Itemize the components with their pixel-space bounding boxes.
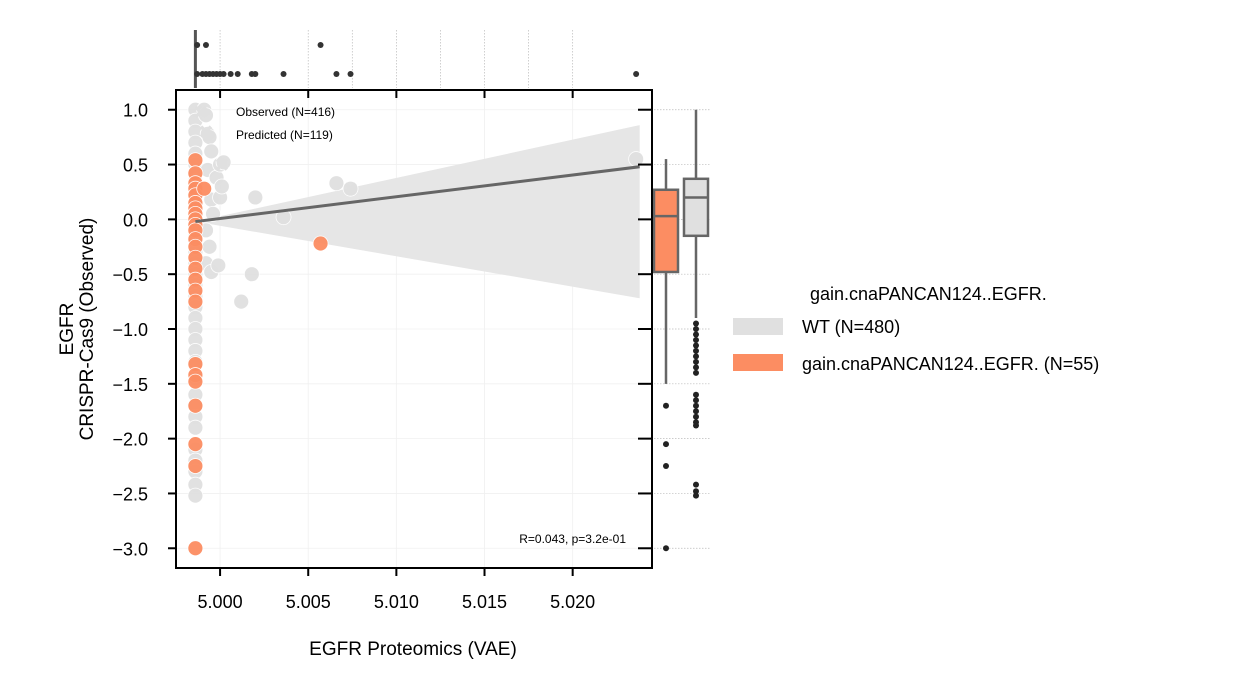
scatter-point-wt <box>328 175 345 192</box>
annotation-stats: R=0.043, p=3.2e-01 <box>519 532 626 546</box>
x-tick-label: 5.015 <box>462 592 507 612</box>
scatter-point-gain <box>187 293 204 310</box>
y-axis-label-line1: EGFR <box>57 303 78 356</box>
y-tick-label: −1.0 <box>112 320 148 340</box>
box-outlier <box>693 492 699 499</box>
box-outlier <box>693 408 699 415</box>
scatter-point-wt <box>233 293 250 310</box>
legend-label-wt: WT (N=480) <box>802 317 900 337</box>
scatter-point-wt <box>203 143 220 160</box>
top-marginal-outlier <box>280 71 287 77</box>
predicted-marker <box>199 125 213 138</box>
scatter-point-gain <box>187 458 204 474</box>
box-outlier <box>663 402 669 409</box>
box-outlier <box>693 481 699 488</box>
scatter-point-wt <box>210 257 227 274</box>
box-outlier <box>693 488 699 495</box>
box-outlier <box>693 320 699 327</box>
box-outlier <box>693 336 699 343</box>
box-outlier <box>693 422 699 429</box>
annotation-observed: Observed (N=416) <box>236 105 335 119</box>
scatter-point-gain <box>187 373 204 390</box>
y-tick-label: −2.5 <box>112 484 148 504</box>
scatter-point-wt <box>213 178 230 195</box>
scatter-point-wt <box>247 189 264 206</box>
box-outlier <box>693 413 699 420</box>
box-outlier <box>693 402 699 409</box>
predicted-marker <box>344 182 357 195</box>
x-tick-label: 5.000 <box>198 592 243 612</box>
x-tick-label: 5.005 <box>286 592 331 612</box>
box-outlier <box>693 331 699 338</box>
legend: gain.cnaPANCAN124..EGFR. WT (N=480) gain… <box>733 284 1099 374</box>
regression-ci-band <box>195 125 640 299</box>
scatter-point-wt <box>201 238 218 255</box>
y-tick-label: −2.0 <box>112 430 148 450</box>
top-marginal-outlier <box>234 71 241 77</box>
top-marginal-plot <box>193 30 640 88</box>
box-outlier <box>693 397 699 404</box>
box-outlier <box>663 463 669 470</box>
box-outlier <box>693 326 699 332</box>
scatter-point-wt <box>243 266 260 283</box>
scatter-point-gain <box>187 152 204 169</box>
top-marginal-outlier <box>333 71 340 77</box>
x-axis-label: EGFR Proteomics (VAE) <box>309 639 517 660</box>
box-outlier <box>693 342 699 349</box>
box-outlier <box>663 441 669 448</box>
y-tick-label: −0.5 <box>112 265 148 285</box>
legend-swatch-gain <box>733 354 783 371</box>
scatter-point-gain <box>312 235 329 252</box>
top-marginal-outlier <box>317 42 324 48</box>
y-tick-label: 0.0 <box>123 210 148 230</box>
scatter-point-gain <box>196 180 213 197</box>
legend-swatch-wt <box>733 318 783 335</box>
main-scatter-plot: 5.000 5.005 5.010 5.015 5.020 1.0 0.5 0.0 −0.5 −1… <box>112 89 653 612</box>
scatter-point-gain <box>187 540 204 557</box>
y-tick-label: 0.5 <box>123 156 148 176</box>
box-body <box>682 177 710 238</box>
regression-line <box>195 165 640 224</box>
top-marginal-outlier <box>252 71 259 77</box>
top-marginal-outlier <box>347 71 354 77</box>
box-outlier <box>663 545 669 552</box>
right-marginal-boxplot <box>652 109 710 552</box>
y-tick-label: −3.0 <box>112 539 148 559</box>
legend-label-gain: gain.cnaPANCAN124..EGFR. (N=55) <box>802 354 1099 374</box>
box-outlier <box>693 391 699 398</box>
scatter-point-wt <box>187 487 204 504</box>
top-marginal-outlier <box>633 71 640 77</box>
box-outlier <box>693 369 699 376</box>
top-marginal-outlier <box>202 42 209 48</box>
box-body <box>652 188 680 274</box>
predicted-marker <box>194 105 207 119</box>
scatter-point-gain <box>187 397 204 414</box>
top-marginal-outlier <box>194 42 201 48</box>
x-tick-label: 5.010 <box>374 592 419 612</box>
legend-title: gain.cnaPANCAN124..EGFR. <box>810 284 1047 304</box>
annotation-predicted: Predicted (N=119) <box>236 128 333 142</box>
scatter-point-wt <box>187 419 204 436</box>
box-outlier <box>693 347 699 354</box>
top-marginal-outlier <box>227 71 234 77</box>
box-outlier <box>693 353 699 360</box>
predicted-marker <box>215 158 229 171</box>
x-tick-label: 5.020 <box>550 592 595 612</box>
box-outlier <box>693 364 699 371</box>
box-outlier <box>693 358 699 365</box>
y-tick-label: −1.5 <box>112 375 148 395</box>
y-tick-label: 1.0 <box>123 101 148 121</box>
scatter-point-gain <box>187 436 204 453</box>
y-axis-label-line2: CRISPR-Cas9 (Observed) <box>77 218 98 441</box>
top-marginal-outlier <box>194 71 201 77</box>
top-marginal-outlier <box>220 71 227 77</box>
